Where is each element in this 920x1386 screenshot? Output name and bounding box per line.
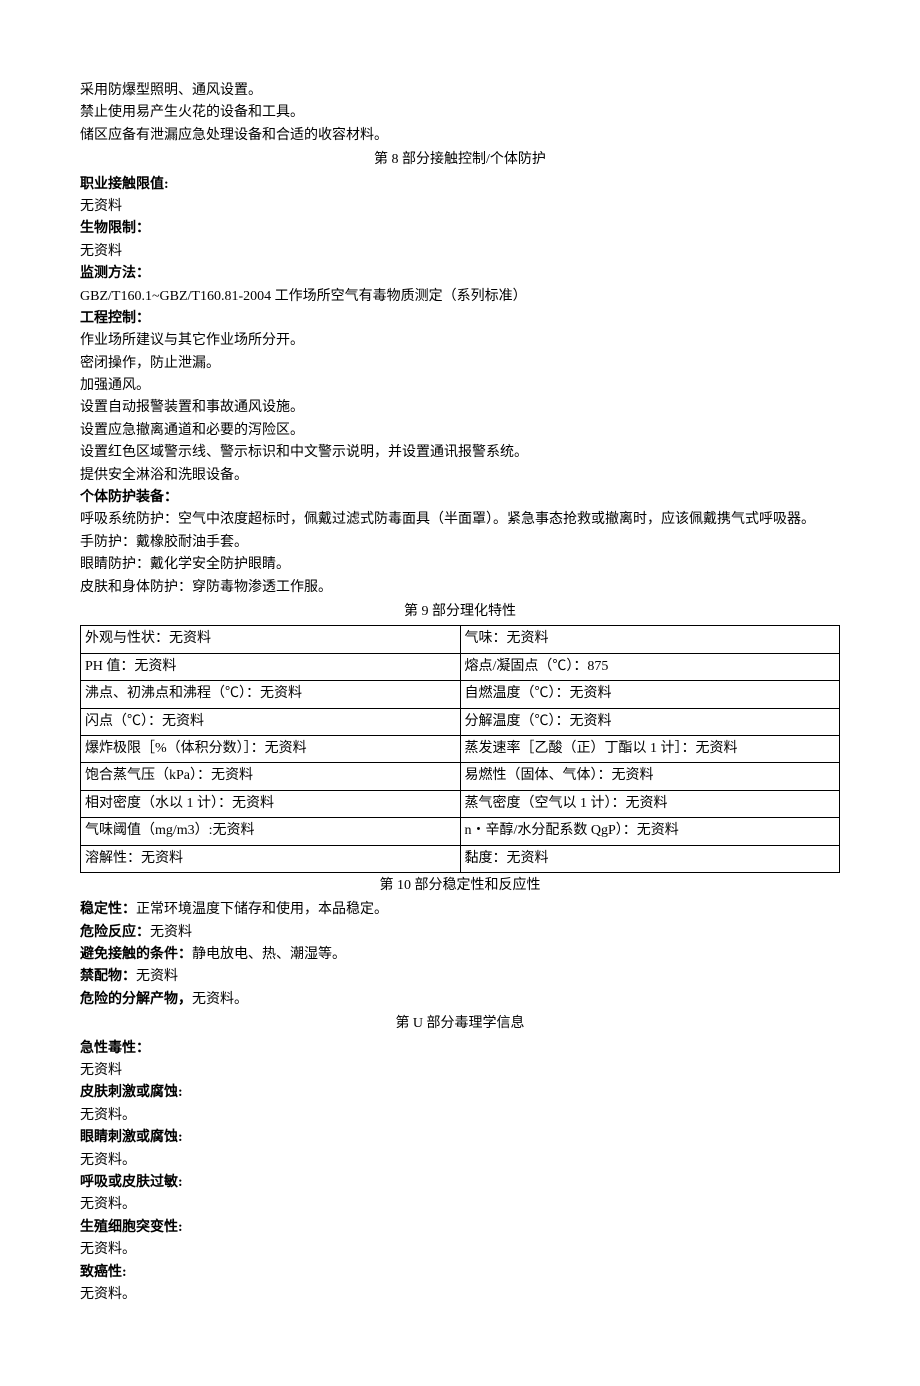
stability-line: 稳定性：正常环境温度下储存和使用，本品稳定。 (80, 899, 840, 921)
ppe-skin: 皮肤和身体防护：穿防毒物渗透工作服。 (80, 577, 840, 599)
biological-limit-label: 生物限制： (80, 218, 840, 240)
occupational-exposure-value: 无资料 (80, 196, 840, 218)
table-cell: 气味阈值（mg/m3）:无资料 (81, 818, 461, 845)
table-cell: 相对密度（水以 1 计）：无资料 (81, 790, 461, 817)
table-row: 相对密度（水以 1 计）：无资料蒸气密度（空气以 1 计）：无资料 (81, 790, 840, 817)
skin-irritation-label: 皮肤刺激或腐蚀: (80, 1082, 840, 1104)
table-row: 气味阈值（mg/m3）:无资料n・辛醇/水分配系数 QgP）：无资料 (81, 818, 840, 845)
ppe-eye: 眼睛防护：戴化学安全防护眼睛。 (80, 554, 840, 576)
table-row: 外观与性状：无资料气味：无资料 (81, 626, 840, 653)
carcinogenicity-label: 致癌性: (80, 1262, 840, 1284)
ppe-respiratory: 呼吸系统防护：空气中浓度超标时，佩戴过滤式防毒面具（半面罩）。紧急事态抢救或撤离… (80, 509, 840, 531)
table-cell: 自燃温度（℃）：无资料 (460, 681, 840, 708)
avoid-conditions-value: 静电放电、热、潮湿等。 (192, 947, 346, 962)
sensitization-label: 呼吸或皮肤过敏: (80, 1172, 840, 1194)
monitoring-method-label: 监测方法： (80, 263, 840, 285)
decomposition-label: 危险的分解产物， (80, 992, 192, 1007)
eng-control-4: 设置自动报警装置和事故通风设施。 (80, 397, 840, 419)
section-8-header: 第 8 部分接触控制/个体防护 (80, 149, 840, 171)
eye-irritation-value: 无资料。 (80, 1150, 840, 1172)
table-row: PH 值：无资料熔点/凝固点（℃）：875 (81, 653, 840, 680)
avoid-conditions-line: 避免接触的条件：静电放电、热、潮湿等。 (80, 944, 840, 966)
eng-control-5: 设置应急撤离通道和必要的泻险区。 (80, 420, 840, 442)
incompatible-label: 禁配物： (80, 969, 136, 984)
table-cell: 蒸发速率［乙酸（正）丁酯以 1 计］：无资料 (460, 735, 840, 762)
eng-control-6: 设置红色区域警示线、警示标识和中文警示说明，并设置通讯报警系统。 (80, 442, 840, 464)
table-cell: 沸点、初沸点和沸程（℃）：无资料 (81, 681, 461, 708)
avoid-conditions-label: 避免接触的条件： (80, 947, 192, 962)
section-10-header: 第 10 部分稳定性和反应性 (80, 875, 840, 897)
stability-value: 正常环境温度下储存和使用，本品稳定。 (136, 902, 388, 917)
decomposition-value: 无资料。 (192, 992, 248, 1007)
ppe-hand: 手防护：戴橡胶耐油手套。 (80, 532, 840, 554)
table-cell: PH 值：无资料 (81, 653, 461, 680)
eng-control-7: 提供安全淋浴和洗眼设备。 (80, 465, 840, 487)
acute-toxicity-label: 急性毒性： (80, 1038, 840, 1060)
table-cell: 外观与性状：无资料 (81, 626, 461, 653)
incompatible-line: 禁配物：无资料 (80, 966, 840, 988)
intro-line-1: 采用防爆型照明、通风设置。 (80, 80, 840, 102)
engineering-control-label: 工程控制： (80, 308, 840, 330)
eye-irritation-label: 眼睛刺激或腐蚀: (80, 1127, 840, 1149)
intro-line-2: 禁止使用易产生火花的设备和工具。 (80, 102, 840, 124)
table-row: 爆炸极限［%（体积分数）］：无资料蒸发速率［乙酸（正）丁酯以 1 计］：无资料 (81, 735, 840, 762)
carcinogenicity-value: 无资料。 (80, 1284, 840, 1306)
incompatible-value: 无资料 (136, 969, 178, 984)
occupational-exposure-label: 职业接触限值: (80, 174, 840, 196)
eng-control-1: 作业场所建议与其它作业场所分开。 (80, 330, 840, 352)
table-cell: 分解温度（℃）：无资料 (460, 708, 840, 735)
table-cell: 饱合蒸气压（kPa）：无资料 (81, 763, 461, 790)
mutagenicity-label: 生殖细胞突变性: (80, 1217, 840, 1239)
monitoring-method-value: GBZ/T160.1~GBZ/T160.81-2004 工作场所空气有毒物质测定… (80, 286, 840, 308)
acute-toxicity-value: 无资料 (80, 1060, 840, 1082)
table-cell: n・辛醇/水分配系数 QgP）：无资料 (460, 818, 840, 845)
eng-control-2: 密闭操作，防止泄漏。 (80, 353, 840, 375)
table-cell: 爆炸极限［%（体积分数）］：无资料 (81, 735, 461, 762)
table-row: 沸点、初沸点和沸程（℃）：无资料自燃温度（℃）：无资料 (81, 681, 840, 708)
table-cell: 闪点（℃）：无资料 (81, 708, 461, 735)
skin-irritation-value: 无资料。 (80, 1105, 840, 1127)
table-cell: 黏度：无资料 (460, 845, 840, 872)
table-cell: 熔点/凝固点（℃）：875 (460, 653, 840, 680)
table-row: 闪点（℃）：无资料分解温度（℃）：无资料 (81, 708, 840, 735)
eng-control-3: 加强通风。 (80, 375, 840, 397)
table-cell: 蒸气密度（空气以 1 计）：无资料 (460, 790, 840, 817)
decomposition-line: 危险的分解产物，无资料。 (80, 989, 840, 1011)
hazardous-reaction-value: 无资料 (150, 925, 192, 940)
table-cell: 溶解性：无资料 (81, 845, 461, 872)
stability-label: 稳定性： (80, 902, 136, 917)
table-row: 溶解性：无资料黏度：无资料 (81, 845, 840, 872)
table-cell: 易燃性（固体、气体）：无资料 (460, 763, 840, 790)
intro-line-3: 储区应备有泄漏应急处理设备和合适的收容材料。 (80, 125, 840, 147)
table-row: 饱合蒸气压（kPa）：无资料易燃性（固体、气体）：无资料 (81, 763, 840, 790)
ppe-label: 个体防护装备： (80, 487, 840, 509)
hazardous-reaction-label: 危险反应： (80, 925, 150, 940)
hazardous-reaction-line: 危险反应：无资料 (80, 922, 840, 944)
mutagenicity-value: 无资料。 (80, 1239, 840, 1261)
section-9-header: 第 9 部分理化特性 (80, 601, 840, 623)
biological-limit-value: 无资料 (80, 241, 840, 263)
sensitization-value: 无资料。 (80, 1194, 840, 1216)
physical-chemical-table: 外观与性状：无资料气味：无资料 PH 值：无资料熔点/凝固点（℃）：875 沸点… (80, 625, 840, 873)
table-cell: 气味：无资料 (460, 626, 840, 653)
section-u-header: 第 U 部分毒理学信息 (80, 1013, 840, 1035)
